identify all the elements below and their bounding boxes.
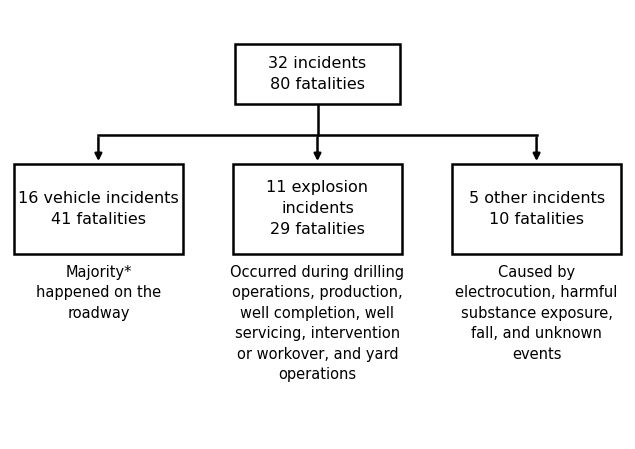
Text: 16 vehicle incidents
41 fatalities: 16 vehicle incidents 41 fatalities: [18, 191, 179, 227]
Text: Caused by
electrocution, harmful
substance exposure,
fall, and unknown
events: Caused by electrocution, harmful substan…: [455, 265, 618, 361]
Text: 5 other incidents
10 fatalities: 5 other incidents 10 fatalities: [469, 191, 605, 227]
Text: 32 incidents
80 fatalities: 32 incidents 80 fatalities: [269, 56, 366, 92]
Bar: [235, 44, 400, 105]
Text: Majority*
happened on the
roadway: Majority* happened on the roadway: [36, 265, 161, 321]
Bar: [234, 164, 402, 254]
Bar: [452, 164, 620, 254]
Text: Occurred during drilling
operations, production,
well completion, well
servicing: Occurred during drilling operations, pro…: [231, 265, 404, 382]
Bar: [14, 164, 183, 254]
Text: 11 explosion
incidents
29 fatalities: 11 explosion incidents 29 fatalities: [267, 180, 368, 237]
